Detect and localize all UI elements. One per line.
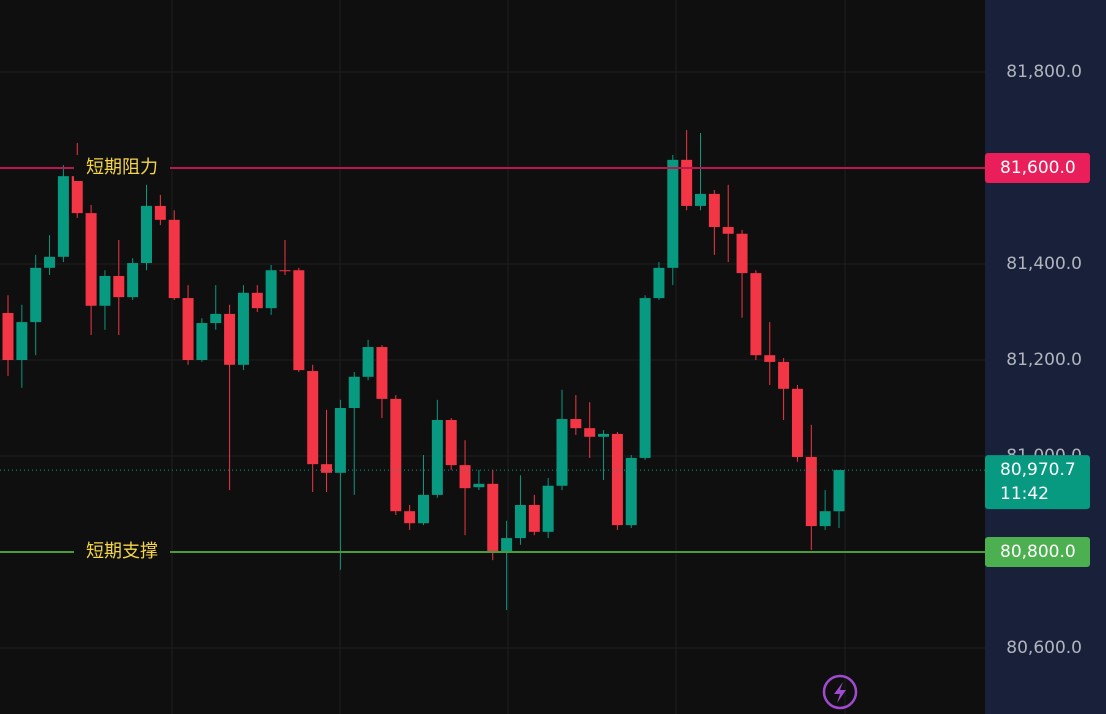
candle-body [154, 205, 166, 220]
candle-body [71, 176, 83, 214]
candle-body [30, 267, 42, 323]
level-label-bg [74, 155, 170, 181]
candle-body [210, 313, 222, 324]
candle-body [695, 193, 706, 206]
price-axis-panel [985, 0, 1106, 714]
y-tick-label: 81,200.0 [1006, 350, 1082, 370]
vertical-grid [171, 0, 846, 714]
candle-body [348, 376, 360, 408]
candle-body [127, 263, 139, 298]
level-tag-label: 81,600.0 [1000, 158, 1076, 178]
last-price-label: 80,970.7 [1000, 460, 1076, 480]
candle-body [265, 270, 277, 309]
level-tag [985, 537, 1090, 567]
plot-background [0, 0, 985, 714]
candle-body [16, 322, 28, 360]
candle-body [667, 159, 679, 268]
candle-body [307, 371, 319, 465]
candle-body [168, 219, 180, 299]
candle-body [778, 361, 790, 389]
last-price-tag [985, 455, 1090, 510]
candle-body [321, 464, 333, 473]
candle-body [625, 457, 637, 526]
bolt-circle[interactable] [822, 674, 858, 710]
candle-body [791, 388, 803, 457]
candle-body [764, 355, 776, 362]
level-tag [985, 153, 1090, 183]
candle-body [445, 420, 457, 466]
y-tick-label: 80,600.0 [1006, 638, 1082, 658]
candle-body [431, 420, 443, 495]
candle-body [113, 276, 125, 298]
candle-body [487, 483, 499, 552]
candle-body [459, 465, 471, 489]
candle-body [501, 538, 513, 553]
candle-body [514, 504, 526, 539]
y-tick-label: 81,800.0 [1006, 62, 1082, 82]
candle-body [85, 213, 97, 306]
candle-body [653, 267, 665, 299]
candle-body [542, 485, 554, 532]
candle-body [805, 456, 817, 527]
candle-body [556, 419, 568, 486]
candle-body [404, 511, 416, 524]
candle-body [251, 292, 263, 309]
candle-body [99, 276, 111, 306]
candle-body [418, 494, 429, 524]
candle-body [196, 323, 208, 360]
candle-body [722, 227, 734, 234]
candle-body [833, 470, 845, 512]
candle-body [182, 298, 194, 360]
candle-body [293, 270, 305, 371]
candle-body [639, 298, 651, 458]
candle-body [141, 205, 152, 264]
candle-body [334, 408, 346, 473]
candle-body [237, 292, 249, 365]
candle-body [736, 233, 748, 274]
candle-body [708, 193, 720, 228]
candle-body [2, 312, 14, 360]
bolt-button[interactable] [822, 674, 858, 710]
candle-body [224, 313, 236, 365]
candle-body [598, 433, 610, 437]
candle-body [44, 256, 56, 268]
candle-body [611, 433, 623, 526]
y-tick-label: 81,400.0 [1006, 254, 1082, 274]
level-tag-label: 80,800.0 [1000, 542, 1076, 562]
candle-body [584, 428, 596, 437]
candle-body [390, 398, 402, 512]
countdown-label: 11:42 [1000, 484, 1049, 504]
candle-body [681, 159, 693, 206]
level-label-bg [74, 539, 170, 565]
level-label: 短期支撑 [86, 541, 158, 562]
candle-body [279, 270, 291, 272]
candle-body [819, 511, 831, 527]
candle-body [473, 483, 485, 488]
candle-body [362, 347, 374, 377]
candle-body [570, 419, 582, 429]
candle-body [376, 347, 388, 399]
candle-body [528, 504, 540, 532]
level-label: 短期阻力 [86, 157, 158, 178]
bolt-icon[interactable] [834, 682, 846, 703]
candle-body [750, 273, 762, 356]
candle-body [57, 176, 69, 257]
